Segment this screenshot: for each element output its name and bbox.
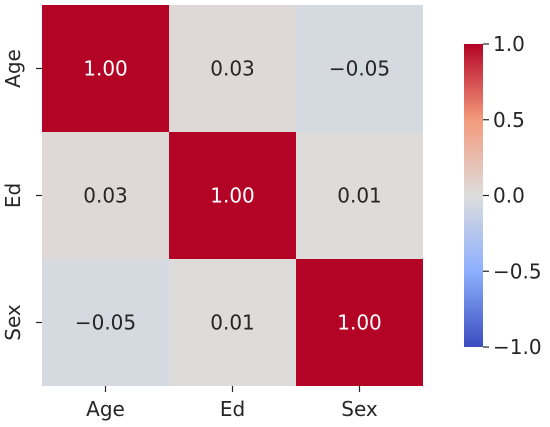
colorbar-tick-label: −1.0 <box>493 335 542 359</box>
y-axis: Age Ed Sex <box>1 49 42 341</box>
cell-value-label: 1.00 <box>210 184 255 208</box>
cell-value-label: 0.01 <box>210 311 255 335</box>
x-tick-label: Sex <box>341 397 378 421</box>
x-tick-label: Age <box>86 397 125 421</box>
cell-value-label: 1.00 <box>337 311 382 335</box>
heatmap-cell-age-sex <box>296 5 423 132</box>
heatmap-cell-sex-sex <box>296 259 423 386</box>
colorbar-tick-label: 0.0 <box>493 184 525 208</box>
heatmap-cell-labels: 1.00 0.03 −0.05 0.03 1.00 0.01 −0.05 0.01 1.00 <box>75 57 390 335</box>
y-tick-label: Age <box>1 49 25 88</box>
heatmap-cell-ed-sex <box>296 132 423 259</box>
heatmap-cell-age-ed <box>169 5 296 132</box>
cell-value-label: 0.03 <box>210 57 255 81</box>
cell-value-label: 0.03 <box>83 184 128 208</box>
x-tick-label: Ed <box>220 397 245 421</box>
heatmap-cell-sex-ed <box>169 259 296 386</box>
colorbar-ticks: 1.0 0.5 0.0 −0.5 −1.0 <box>483 32 542 359</box>
colorbar-gradient <box>464 44 483 347</box>
y-tick-label: Ed <box>1 183 25 208</box>
colorbar-tick-label: 1.0 <box>493 32 525 56</box>
colorbar-tick-label: −0.5 <box>493 259 542 283</box>
colorbar: 1.0 0.5 0.0 −0.5 −1.0 <box>464 32 542 359</box>
heatmap-cell-age-age <box>42 5 169 132</box>
heatmap-cell-ed-ed <box>169 132 296 259</box>
cell-value-label: 0.01 <box>337 184 382 208</box>
heatmap-cell-sex-age <box>42 259 169 386</box>
heatmap-cells <box>42 5 423 386</box>
colorbar-tick-label: 0.5 <box>493 108 525 132</box>
cell-value-label: −0.05 <box>75 311 136 335</box>
cell-value-label: 1.00 <box>83 57 128 81</box>
x-axis: Age Ed Sex <box>86 386 378 421</box>
heatmap-cell-ed-age <box>42 132 169 259</box>
cell-value-label: −0.05 <box>329 57 390 81</box>
y-tick-label: Sex <box>1 304 25 341</box>
